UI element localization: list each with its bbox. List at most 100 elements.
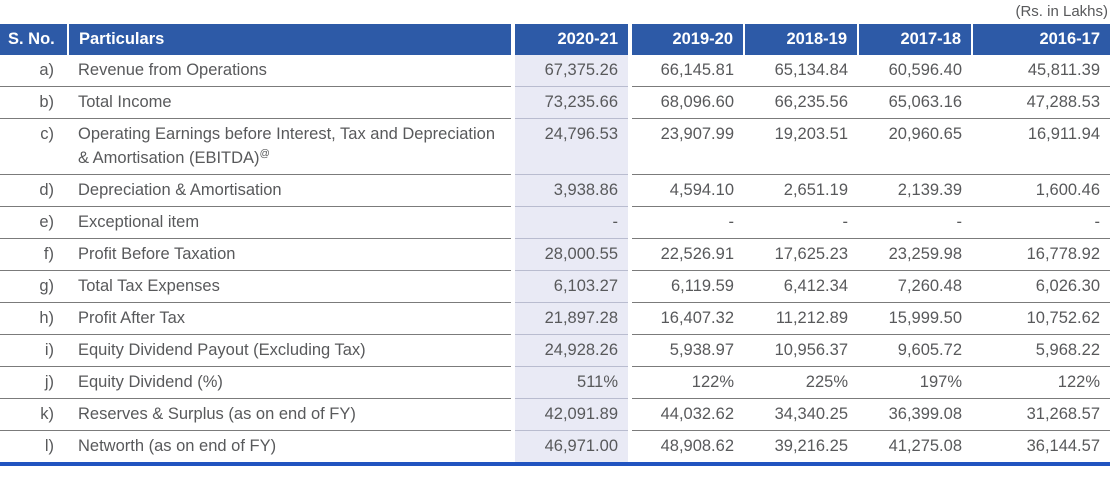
serial-cell: f) (0, 238, 68, 271)
value-cell-2016-17: 10,752.62 (972, 302, 1110, 335)
serial-cell: d) (0, 174, 68, 207)
column-header-2017-18: 2017-18 (857, 24, 972, 55)
value-cell-2020-21: 6,103.27 (511, 270, 632, 303)
value-cell-2020-21: 24,928.26 (511, 334, 632, 367)
value-cell-2016-17: 16,778.92 (972, 238, 1110, 271)
value-cell-2019-20: 23,907.99 (630, 118, 744, 175)
value-cell-2018-19: 2,651.19 (744, 174, 858, 207)
financial-highlights-table: S. No. Particulars 2020-21 2019-20 2018-19 20… (0, 24, 1110, 462)
value-cell-2020-21: 24,796.53 (511, 118, 632, 175)
value-cell-2019-20: 44,032.62 (630, 398, 744, 431)
value-cell-2019-20: 4,594.10 (630, 174, 744, 207)
value-cell-2019-20: 5,938.97 (630, 334, 744, 367)
value-cell-2017-18: 2,139.39 (858, 174, 972, 207)
serial-cell: c) (0, 118, 68, 175)
serial-cell: a) (0, 55, 68, 87)
particulars-cell: Depreciation & Amortisation (68, 174, 513, 207)
value-cell-2019-20: 122% (630, 366, 744, 399)
value-cell-2018-19: 39,216.25 (744, 430, 858, 462)
column-header-2016-17: 2016-17 (971, 24, 1110, 55)
table-row: b) Total Income 73,235.66 68,096.60 66,235.5… (0, 86, 1110, 119)
value-cell-2019-20: 6,119.59 (630, 270, 744, 303)
serial-cell: i) (0, 334, 68, 367)
units-label: (Rs. in Lakhs) (1015, 3, 1108, 20)
value-cell-2017-18: 60,596.40 (858, 55, 972, 87)
value-cell-2020-21: 3,938.86 (511, 174, 632, 207)
value-cell-2020-21: 67,375.26 (511, 55, 632, 87)
value-cell-2018-19: 17,625.23 (744, 238, 858, 271)
serial-cell: k) (0, 398, 68, 431)
value-cell-2017-18: 65,063.16 (858, 86, 972, 119)
value-cell-2020-21: 73,235.66 (511, 86, 632, 119)
serial-cell: b) (0, 86, 68, 119)
value-cell-2018-19: 11,212.89 (744, 302, 858, 335)
value-cell-2017-18: 15,999.50 (858, 302, 972, 335)
value-cell-2016-17: 6,026.30 (972, 270, 1110, 303)
particulars-cell: Networth (as on end of FY) (68, 430, 513, 462)
particulars-cell: Total Income (68, 86, 513, 119)
column-header-2020-21: 2020-21 (511, 24, 632, 55)
table-row: g) Total Tax Expenses 6,103.27 6,119.59 6,41… (0, 270, 1110, 303)
table-wrapper: S. No. Particulars 2020-21 2019-20 2018-19 20… (0, 24, 1110, 466)
table-row: i) Equity Dividend Payout (Excluding Tax)… (0, 334, 1110, 367)
value-cell-2019-20: 66,145.81 (630, 55, 744, 87)
value-cell-2018-19: 65,134.84 (744, 55, 858, 87)
table-row: h) Profit After Tax 21,897.28 16,407.32 11,2… (0, 302, 1110, 335)
value-cell-2019-20: 16,407.32 (630, 302, 744, 335)
particulars-cell: Profit After Tax (68, 302, 513, 335)
particulars-cell: Total Tax Expenses (68, 270, 513, 303)
value-cell-2017-18: 36,399.08 (858, 398, 972, 431)
value-cell-2020-21: 21,897.28 (511, 302, 632, 335)
column-header-s-no: S. No. (0, 24, 68, 55)
serial-cell: h) (0, 302, 68, 335)
table-header-row: S. No. Particulars 2020-21 2019-20 2018-19 20… (0, 24, 1110, 55)
value-cell-2017-18: 7,260.48 (858, 270, 972, 303)
table-row: l) Networth (as on end of FY) 46,971.00 48,… (0, 430, 1110, 462)
particulars-cell: Revenue from Operations (68, 55, 513, 87)
value-cell-2016-17: 45,811.39 (972, 55, 1110, 87)
value-cell-2017-18: 9,605.72 (858, 334, 972, 367)
value-cell-2018-19: 34,340.25 (744, 398, 858, 431)
value-cell-2016-17: 16,911.94 (972, 118, 1110, 175)
value-cell-2019-20: - (630, 206, 744, 239)
value-cell-2017-18: 197% (858, 366, 972, 399)
particulars-cell: Equity Dividend (%) (68, 366, 513, 399)
particulars-cell: Reserves & Surplus (as on end of FY) (68, 398, 513, 431)
value-cell-2016-17: 122% (972, 366, 1110, 399)
column-header-2018-19: 2018-19 (743, 24, 858, 55)
table-row: e) Exceptional item - - - - - (0, 206, 1110, 239)
value-cell-2020-21: - (511, 206, 632, 239)
value-cell-2016-17: - (972, 206, 1110, 239)
value-cell-2016-17: 47,288.53 (972, 86, 1110, 119)
value-cell-2017-18: 41,275.08 (858, 430, 972, 462)
value-cell-2018-19: 6,412.34 (744, 270, 858, 303)
table-row: k) Reserves & Surplus (as on end of FY) 42… (0, 398, 1110, 431)
value-cell-2016-17: 31,268.57 (972, 398, 1110, 431)
value-cell-2018-19: 225% (744, 366, 858, 399)
serial-cell: g) (0, 270, 68, 303)
particulars-cell: Equity Dividend Payout (Excluding Tax) (68, 334, 513, 367)
value-cell-2016-17: 1,600.46 (972, 174, 1110, 207)
value-cell-2020-21: 46,971.00 (511, 430, 632, 462)
value-cell-2017-18: 20,960.65 (858, 118, 972, 175)
value-cell-2017-18: 23,259.98 (858, 238, 972, 271)
particulars-cell: Operating Earnings before Interest, Tax … (68, 118, 513, 175)
value-cell-2019-20: 22,526.91 (630, 238, 744, 271)
value-cell-2016-17: 36,144.57 (972, 430, 1110, 462)
table-row: c) Operating Earnings before Interest, Ta… (0, 118, 1110, 175)
value-cell-2019-20: 48,908.62 (630, 430, 744, 462)
value-cell-2017-18: - (858, 206, 972, 239)
particulars-cell: Profit Before Taxation (68, 238, 513, 271)
serial-cell: l) (0, 430, 68, 462)
footnote-marker: @ (259, 148, 270, 160)
value-cell-2020-21: 28,000.55 (511, 238, 632, 271)
column-header-2019-20: 2019-20 (629, 24, 744, 55)
value-cell-2018-19: 19,203.51 (744, 118, 858, 175)
particulars-cell: Exceptional item (68, 206, 513, 239)
table-row: a) Revenue from Operations 67,375.26 66,145… (0, 55, 1110, 87)
value-cell-2019-20: 68,096.60 (630, 86, 744, 119)
value-cell-2020-21: 511% (511, 366, 632, 399)
table-row: j) Equity Dividend (%) 511% 122% 225% 197% 122… (0, 366, 1110, 399)
value-cell-2018-19: 10,956.37 (744, 334, 858, 367)
